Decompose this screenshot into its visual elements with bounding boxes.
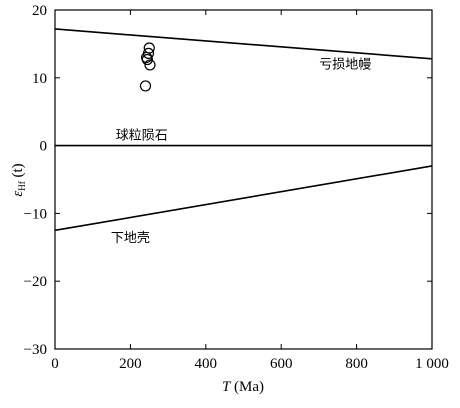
plot-frame — [54, 9, 433, 350]
y-axis-label: εHf (t) — [10, 163, 27, 196]
data-point — [144, 59, 156, 71]
series-line — [54, 165, 433, 232]
y-tick-label: −30 — [24, 342, 47, 358]
data-point — [139, 80, 152, 92]
x-tick-label: 1 000 — [415, 356, 449, 372]
line-annotation: 球粒陨石 — [116, 128, 168, 143]
line-annotation: 亏损地幔 — [319, 57, 371, 72]
y-tick-label: 20 — [32, 3, 47, 19]
y-tick-label: 10 — [32, 71, 47, 87]
data-point — [141, 53, 153, 66]
x-tick-label: 0 — [51, 356, 59, 372]
x-axis-label: T (Ma) — [222, 379, 264, 395]
x-tick-label: 200 — [119, 356, 142, 372]
y-tick-label: 0 — [40, 139, 48, 155]
reference-lines — [54, 28, 433, 232]
series-line — [54, 28, 433, 60]
y-tick-label: −10 — [24, 206, 47, 222]
axis-ticks: 0 200 400 600 800 1 000 −30 −20 −10 0 10 20 — [24, 3, 449, 372]
line-annotation: 下地壳 — [111, 231, 150, 246]
y-tick-label: −20 — [24, 274, 47, 290]
sample-points — [139, 42, 156, 92]
x-tick-label: 400 — [195, 356, 218, 372]
x-tick-label: 800 — [345, 356, 368, 372]
x-tick-label: 600 — [270, 356, 293, 372]
